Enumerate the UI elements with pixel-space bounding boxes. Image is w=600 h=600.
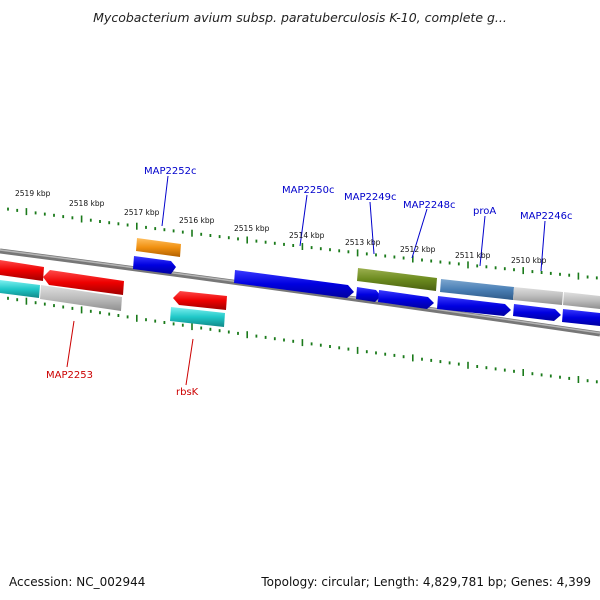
gene-label-map2248c[interactable]: MAP2248c: [403, 200, 455, 211]
coordinate-label: 2513 kbp: [345, 238, 381, 247]
cog-feature-forward-grey-1[interactable]: [513, 287, 563, 305]
accession-text: Accession: NC_002944: [9, 575, 146, 589]
gene-arrow-map2250c[interactable]: [234, 270, 354, 298]
coordinate-label: 2518 kbp: [69, 199, 105, 208]
coordinate-label: 2517 kbp: [124, 208, 160, 217]
cog-feature-reverse-cyan-left[interactable]: [0, 280, 40, 298]
gene-arrow-rbsk[interactable]: [173, 291, 227, 310]
gene-label-map2250c[interactable]: MAP2250c: [282, 185, 334, 196]
coordinate-label: 2519 kbp: [15, 189, 51, 198]
gene-arrow-next-forward[interactable]: [562, 309, 600, 326]
callout-lines: [66, 175, 546, 386]
gene-labels: MAP2252c MAP2250c MAP2249c MAP2248c proA…: [46, 166, 572, 398]
inner-tick-ring: [7, 296, 598, 384]
gene-label-map2249c[interactable]: MAP2249c: [344, 192, 396, 203]
gene-label-map2246c[interactable]: MAP2246c: [520, 211, 572, 222]
cog-feature-forward-olive[interactable]: [357, 268, 437, 291]
coordinate-label: 2510 kbp: [511, 256, 547, 265]
coordinate-labels: 2519 kbp 2518 kbp 2517 kbp 2516 kbp 2515…: [15, 189, 547, 265]
coordinate-label: 2512 kbp: [400, 245, 436, 254]
gene-arrow-map2248c[interactable]: [378, 290, 434, 309]
gene-arrow-map2249c[interactable]: [356, 287, 381, 302]
coordinate-label: 2514 kbp: [289, 231, 325, 240]
gene-label-proa[interactable]: proA: [473, 206, 496, 217]
gene-arrow-map2252c[interactable]: [133, 256, 176, 274]
gene-label-map2253[interactable]: MAP2253: [46, 370, 93, 381]
gene-arrow-proa[interactable]: [437, 296, 511, 316]
cog-feature-forward-steel[interactable]: [440, 279, 514, 300]
coordinate-label: 2515 kbp: [234, 224, 270, 233]
gene-label-rbsk[interactable]: rbsK: [176, 387, 199, 398]
coordinate-label: 2516 kbp: [179, 216, 215, 225]
genome-summary-text: Topology: circular; Length: 4,829,781 bp…: [261, 575, 591, 589]
gene-arrow-map2253[interactable]: [43, 270, 124, 295]
gene-arrow-reverse-left[interactable]: [0, 260, 44, 281]
cog-feature-reverse-grey[interactable]: [40, 285, 122, 311]
cog-feature-reverse-cyan[interactable]: [170, 307, 225, 327]
gene-arrow-map2246c[interactable]: [513, 304, 561, 321]
cog-feature-forward-grey-2[interactable]: [563, 292, 600, 309]
coordinate-label: 2511 kbp: [455, 251, 491, 260]
map-title: Mycobacterium avium subsp. paratuberculo…: [93, 10, 507, 25]
gene-label-map2252c[interactable]: MAP2252c: [144, 166, 196, 177]
outer-tick-ring: [7, 207, 598, 280]
feature-track: [0, 238, 600, 327]
cog-feature-forward-orange[interactable]: [136, 238, 181, 257]
